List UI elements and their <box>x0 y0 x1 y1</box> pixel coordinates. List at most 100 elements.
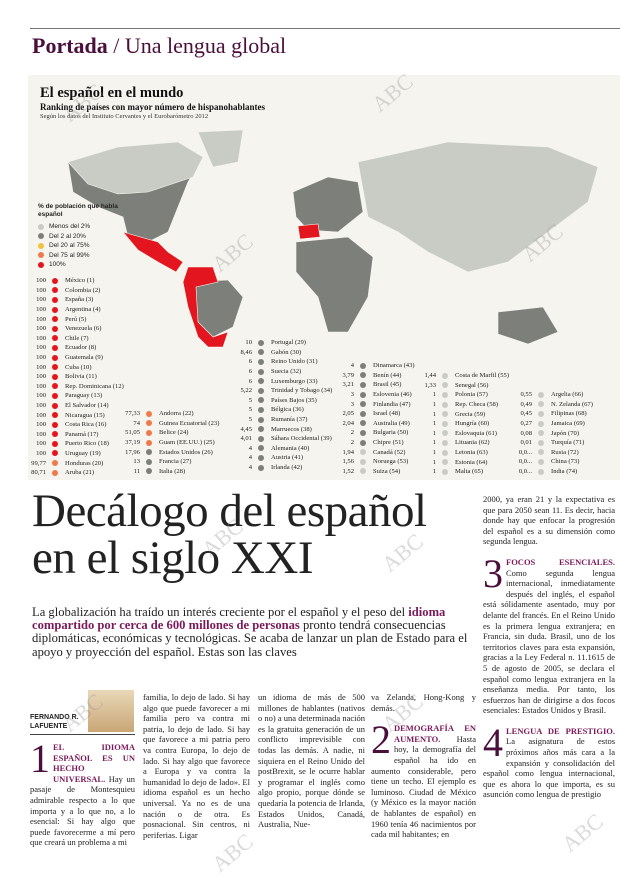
country-percent: 100 <box>36 421 46 429</box>
country-name: Argelia (66) <box>551 391 584 399</box>
legend-label: Del 75 al 99% <box>49 251 90 259</box>
lead-paragraph: La globalización ha traído un interés cr… <box>32 605 472 659</box>
country-row: 3 Finlandia (47) <box>332 399 415 409</box>
country-percent: 6 <box>248 377 252 385</box>
country-percent: 0,0... <box>518 458 532 466</box>
country-name: Rusia (72) <box>551 448 579 456</box>
level-dot <box>360 362 366 369</box>
level-dot <box>258 397 264 404</box>
country-row: 10 Portugal (29) <box>230 338 332 348</box>
country-name: Perú (5) <box>65 315 87 323</box>
country-name: Marruecos (38) <box>271 425 312 433</box>
legend-title: % de población que habla español <box>38 203 118 218</box>
country-row: 4 Alemania (40) <box>230 444 332 454</box>
country-row: 1 Polonia (57) <box>414 390 509 400</box>
country-percent: 3 <box>350 400 354 408</box>
level-dot <box>442 449 448 456</box>
country-percent: 1 <box>432 391 436 399</box>
level-dot <box>52 412 58 419</box>
level-dot <box>258 368 264 375</box>
country-percent: 100 <box>36 411 46 419</box>
country-percent: 100 <box>36 382 46 390</box>
country-name: India (74) <box>551 468 578 476</box>
country-percent: 4 <box>248 464 252 472</box>
level-dot <box>442 459 448 466</box>
level-dot <box>258 339 264 346</box>
headline-line-2: en el siglo XXI <box>32 532 313 584</box>
country-row: 17,96 Estados Unidos (26) <box>118 447 219 457</box>
country-name: Australia (49) <box>373 419 410 427</box>
ranking-column-2: 77,33 Andorra (22) 74 Guinea Ecuatorial (23… <box>118 409 219 476</box>
country-row: 11 Italia (28) <box>118 467 219 477</box>
country-percent: 100 <box>36 449 46 457</box>
section-3-heading: Focos esenciales. <box>506 556 615 567</box>
country-row: 100 Costa Rica (16) <box>24 420 124 430</box>
country-row: 2,05 Israel (48) <box>332 409 415 419</box>
country-percent: 6 <box>248 368 252 376</box>
country-percent: 8,46 <box>240 348 252 356</box>
country-percent: 0,49 <box>520 400 532 408</box>
section-header: Portada / Una lengua global <box>32 33 286 59</box>
country-name: Brasil (45) <box>373 381 402 389</box>
legend-item: Menos del 2% <box>38 222 118 232</box>
legend-swatch <box>38 233 44 240</box>
article-column-4: va Zelanda, Hong-Kong y demás. 2 Demografí… <box>371 692 476 840</box>
level-dot <box>360 439 366 446</box>
country-name: Portugal (29) <box>271 339 306 347</box>
country-name: Eslovaquia (61) <box>455 429 497 437</box>
country-percent: 5,22 <box>240 387 252 395</box>
country-row: 1,44 Costa de Marfil (55) <box>414 371 509 381</box>
country-name: Países Bajos (35) <box>271 396 317 404</box>
legend-item: Del 75 al 99% <box>38 251 118 261</box>
section-4-text: La asignatura de estos próximos años más… <box>483 736 615 800</box>
level-dot <box>52 364 58 371</box>
level-dot <box>52 373 58 380</box>
country-percent: 100 <box>36 344 46 352</box>
country-percent: 100 <box>36 325 46 333</box>
country-percent: 3,21 <box>342 381 354 389</box>
country-row: 100 Puerto Rico (18) <box>24 439 124 449</box>
country-row: 1 Malta (65) <box>414 467 509 477</box>
country-name: Estados Unidos (26) <box>159 448 213 456</box>
country-row: 5 Países Bajos (35) <box>230 396 332 406</box>
country-row: 1 Lituania (62) <box>414 438 509 448</box>
country-row: 5 Rumanía (37) <box>230 415 332 425</box>
country-row: 0,08 Japón (70) <box>510 428 593 438</box>
level-dot <box>258 426 264 433</box>
country-row: 6 Luxemburgo (33) <box>230 376 332 386</box>
level-dot <box>538 439 544 446</box>
country-name: Chile (7) <box>65 334 89 342</box>
country-percent: 100 <box>36 334 46 342</box>
country-percent: 2,05 <box>342 410 354 418</box>
section-1-heading: El idioma español es un hecho universal. <box>53 742 135 784</box>
author-photo <box>88 690 134 732</box>
level-dot <box>52 325 58 332</box>
country-row: 37,19 Guam (EE.UU.) (25) <box>118 438 219 448</box>
level-dot <box>442 468 448 475</box>
legend-label: Del 20 al 75% <box>49 242 90 250</box>
country-row: 2,04 Australia (49) <box>332 419 415 429</box>
lead-highlight: idioma compartido por cerca de 600 millo… <box>32 605 446 633</box>
map-africa <box>295 236 374 333</box>
author-name-1: FERNANDO R. <box>30 714 79 721</box>
country-percent: 1 <box>432 439 436 447</box>
country-row: 6 Suecia (32) <box>230 367 332 377</box>
level-dot <box>146 429 152 436</box>
level-dot <box>360 372 366 379</box>
country-percent: 11 <box>133 467 140 475</box>
level-dot <box>442 382 448 389</box>
country-name: Canadá (52) <box>373 448 406 456</box>
country-row: 2 Bulgaria (50) <box>332 428 415 438</box>
country-percent: 4 <box>248 454 252 462</box>
legend-label: Del 2 al 20% <box>49 232 86 240</box>
legend-item: Del 20 al 75% <box>38 241 118 251</box>
country-percent: 0,0... <box>518 468 532 476</box>
map-australia <box>497 306 559 345</box>
country-row: 0,49 N. Zelanda (67) <box>510 400 592 410</box>
country-name: Guam (EE.UU.) (25) <box>159 439 215 447</box>
country-percent: 10 <box>245 339 252 347</box>
country-name: Eslovenia (46) <box>373 391 412 399</box>
country-percent: 4 <box>350 362 354 370</box>
country-name: Italia (28) <box>159 467 186 475</box>
column-4-text: va Zelanda, Hong-Kong y demás. <box>371 692 476 713</box>
